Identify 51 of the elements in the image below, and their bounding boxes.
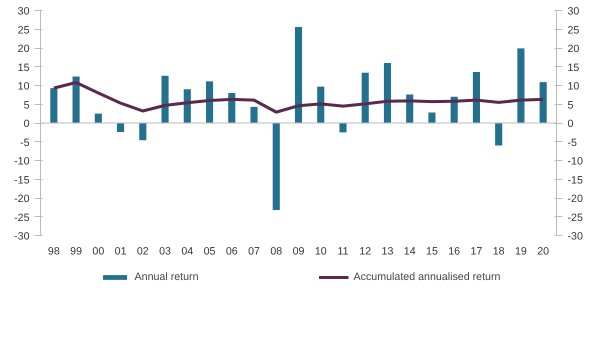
x-tick-label: 17 [470, 246, 482, 258]
y2-tick-label: 0 [568, 118, 574, 130]
x-tick-label: 14 [404, 246, 416, 258]
y2-tick-label: 15 [568, 62, 580, 74]
legend-label: Annual return [134, 271, 199, 283]
x-tick-label: 01 [114, 246, 127, 258]
y2-tick-label: 20 [568, 43, 580, 55]
x-tick-label: 12 [359, 246, 372, 258]
x-tick-label: 06 [226, 246, 238, 258]
y-tick-label: -10 [14, 156, 30, 168]
x-tick-label: 00 [92, 246, 104, 258]
y-tick-label: -20 [14, 193, 30, 205]
y-tick-label: -15 [14, 174, 30, 186]
x-tick-label: 04 [181, 246, 194, 258]
y2-tick-label: -25 [568, 212, 583, 224]
x-tick-label: 05 [204, 246, 216, 258]
x-tick-label: 98 [48, 246, 60, 258]
x-tick-label: 07 [248, 246, 260, 258]
x-tick-label: 20 [537, 246, 550, 258]
x-tick-label: 03 [159, 246, 172, 258]
y2-tick-label: 25 [568, 24, 580, 36]
x-tick-label: 13 [382, 246, 394, 258]
y-tick-label: -25 [14, 212, 30, 224]
y2-tick-label: -15 [568, 174, 583, 186]
y-tick-label: 30 [18, 6, 30, 18]
y2-tick-label: 10 [568, 80, 580, 92]
y-tick-label: 5 [24, 99, 30, 112]
x-tick-label: 02 [136, 246, 149, 258]
y-tick-label: -30 [14, 230, 30, 242]
y2-tick-label: 5 [568, 99, 574, 112]
x-tick-label: 19 [514, 246, 527, 258]
y-tick-label: 15 [18, 62, 30, 74]
y2-tick-label: -10 [568, 156, 583, 168]
x-tick-label: 08 [270, 246, 282, 258]
y-tick-label: 25 [18, 24, 30, 36]
legend-label: Accumulated annualised return [354, 271, 500, 283]
y2-tick-label: -30 [568, 230, 583, 242]
x-tick-label: 18 [492, 246, 505, 258]
y-tick-label: -5 [20, 136, 30, 149]
y2-tick-label: -20 [568, 193, 583, 205]
x-tick-label: 15 [426, 246, 438, 258]
x-tick-label: 99 [70, 246, 82, 258]
x-tick-label: 11 [337, 246, 349, 258]
y2-tick-label: -5 [568, 136, 578, 149]
x-tick-label: 16 [448, 246, 460, 258]
y-tick-label: 0 [24, 118, 30, 130]
y2-tick-label: 30 [568, 6, 580, 18]
y-tick-label: 20 [18, 43, 30, 55]
y-tick-label: 10 [18, 80, 30, 92]
x-tick-label: 09 [292, 246, 304, 258]
x-tick-label: 10 [314, 246, 327, 258]
